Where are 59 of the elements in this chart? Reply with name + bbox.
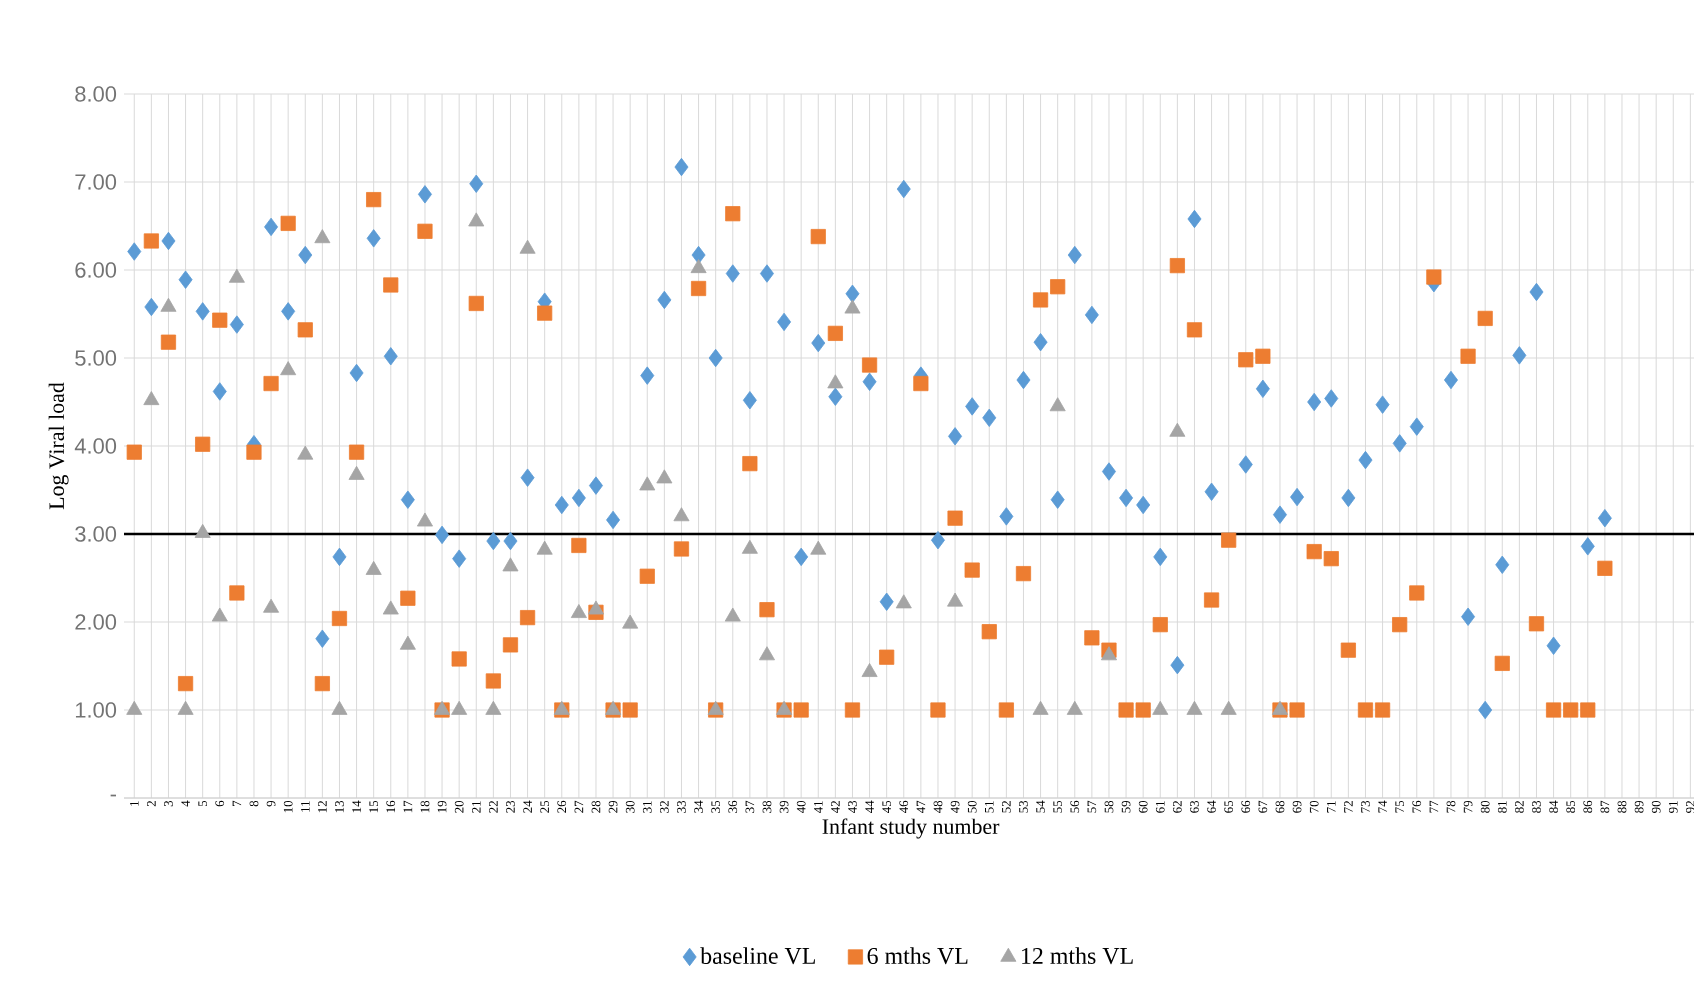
point: [468, 212, 485, 227]
point: [228, 268, 245, 283]
y-tick-label: 8.00: [75, 86, 117, 102]
point: [570, 604, 587, 618]
x-axis-title: Infant study number: [822, 818, 1000, 839]
point: [827, 374, 844, 389]
legend-label: baseline VL: [700, 947, 815, 965]
point: [1049, 397, 1066, 412]
point: [639, 476, 656, 491]
y-axis-title: Log Viral load: [48, 382, 69, 510]
point: [1186, 700, 1203, 715]
point: [177, 700, 194, 715]
point: [348, 465, 365, 480]
point: [1032, 700, 1049, 715]
point: [741, 539, 758, 554]
y-tick-label: 3.00: [75, 526, 117, 542]
point: [314, 229, 331, 244]
point: [160, 297, 177, 312]
point: [947, 592, 964, 607]
y-tick-label: 2.00: [75, 614, 117, 630]
point: [211, 607, 228, 622]
point: [263, 598, 280, 613]
point: [485, 700, 502, 715]
point: [1152, 700, 1169, 715]
point: [416, 512, 433, 527]
point: [126, 700, 143, 715]
point: [143, 391, 160, 406]
point: [673, 507, 690, 522]
y-tick-label: 6.00: [75, 262, 117, 278]
y-tick-label: 1.00: [75, 702, 117, 718]
point: [194, 523, 211, 538]
point: [861, 663, 878, 677]
point: [895, 594, 912, 609]
legend-label: 6 mths VL: [867, 947, 968, 965]
point: [844, 299, 861, 314]
y-tick-label: 5.00: [75, 350, 117, 366]
point: [810, 540, 827, 555]
point: [382, 600, 399, 615]
point: [365, 560, 382, 575]
point: [758, 646, 775, 661]
point: [536, 540, 553, 555]
y-tick-label: 7.00: [75, 174, 117, 190]
point: [622, 614, 639, 629]
point: [1220, 700, 1237, 715]
point: [587, 600, 604, 615]
point: [1169, 422, 1186, 437]
point: [331, 700, 348, 715]
point: [451, 700, 468, 715]
point: [399, 635, 416, 650]
y-tick-label: 4.00: [74, 438, 117, 454]
point: [297, 445, 314, 460]
point: [724, 607, 741, 622]
point: [502, 557, 519, 572]
point: [1066, 700, 1083, 715]
legend-label: 12 mths VL: [1022, 947, 1133, 965]
point: [280, 361, 297, 376]
point: [656, 469, 673, 484]
y-tick-label: -: [110, 794, 116, 797]
point: [519, 239, 536, 254]
